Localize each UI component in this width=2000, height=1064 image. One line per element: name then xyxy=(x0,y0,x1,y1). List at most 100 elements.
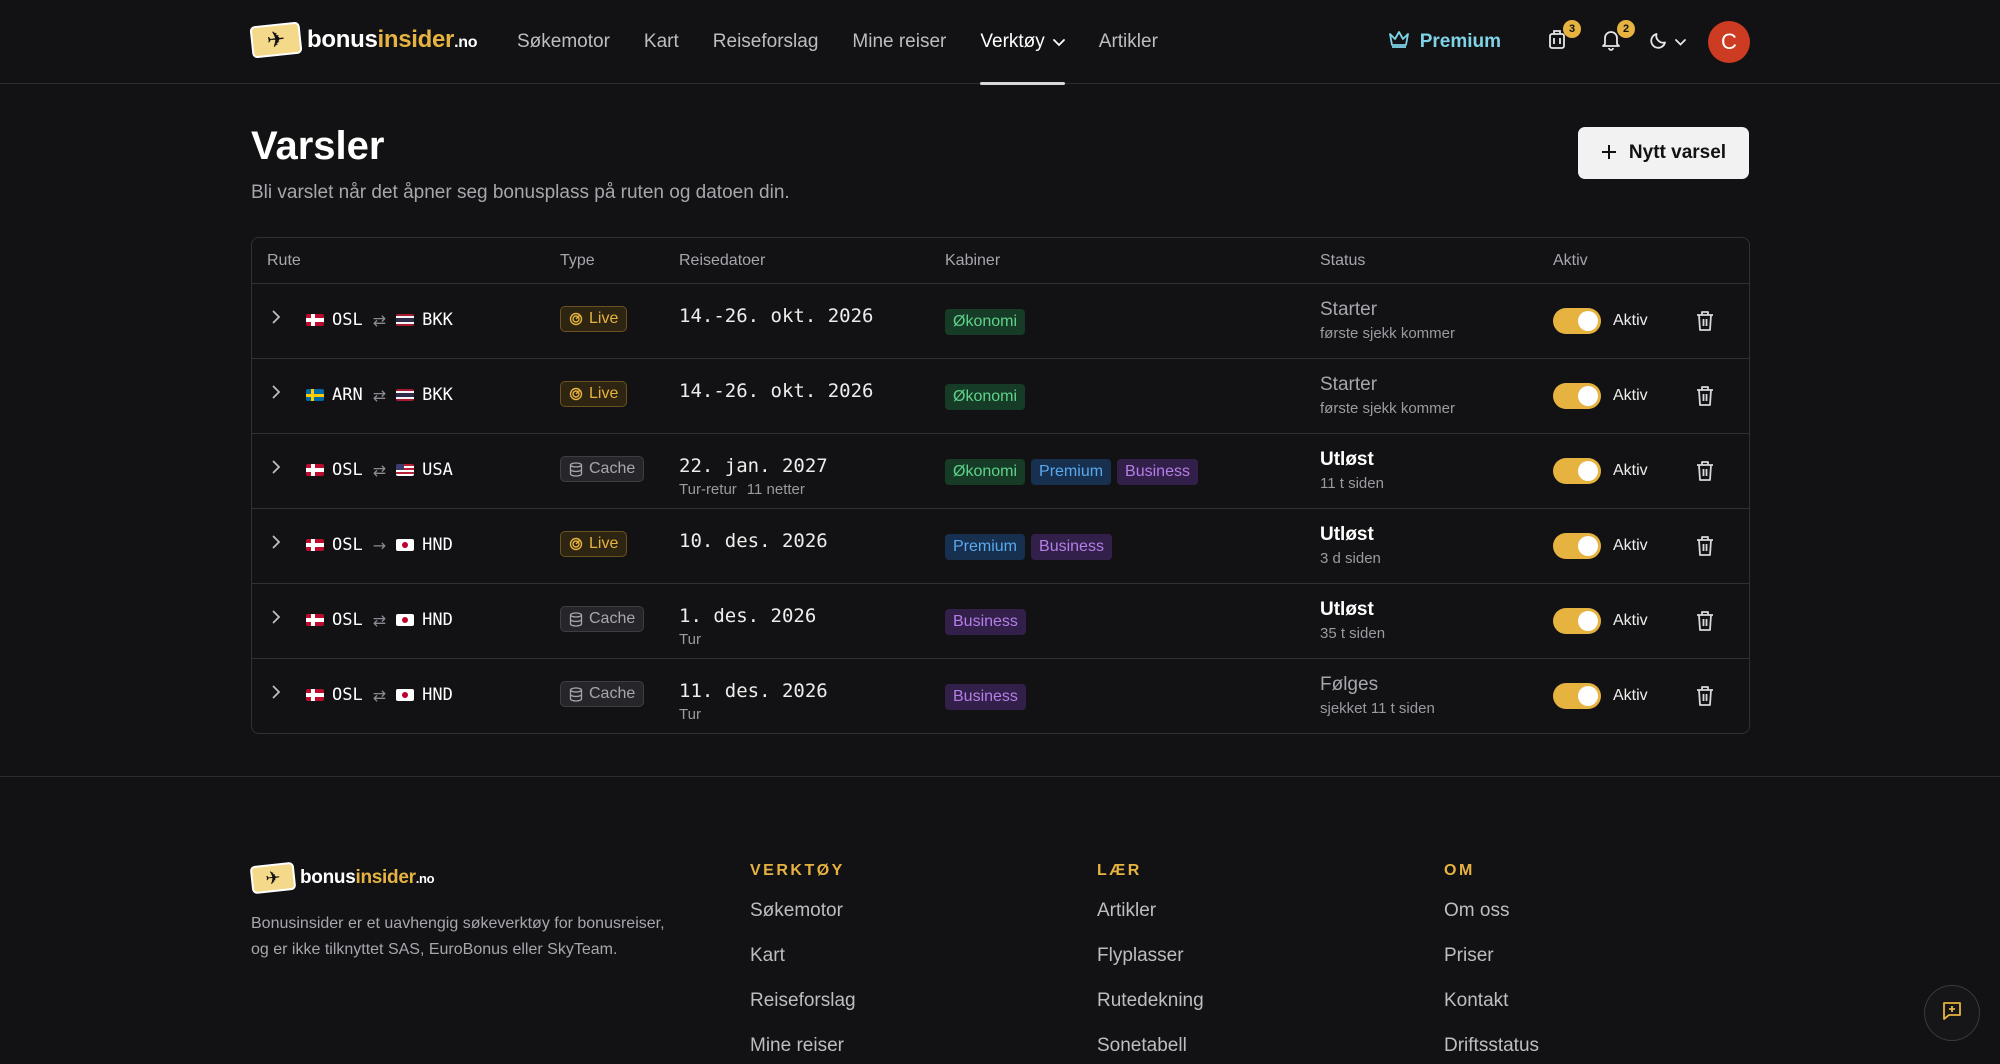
footer-link-om-oss[interactable]: Om oss xyxy=(1444,900,1510,921)
trips-button[interactable]: 3 xyxy=(1541,20,1581,58)
footer-link-flyplasser[interactable]: Flyplasser xyxy=(1097,945,1184,966)
status-label: Utløst xyxy=(1320,524,1374,545)
status-label: Starter xyxy=(1320,299,1378,320)
active-toggle[interactable] xyxy=(1553,458,1601,484)
footer-column-title: OM xyxy=(1444,862,1475,879)
moon-icon xyxy=(1649,30,1669,55)
table-row[interactable]: OSL → HND Live 10. des. 2026 Premium Busi… xyxy=(252,509,1749,584)
main-nav: Søkemotor Kart Reiseforslag Mine reiser … xyxy=(517,0,1192,85)
footer-logo[interactable]: ✈ bonusinsider.no xyxy=(249,861,435,895)
nav-item-reiseforslag[interactable]: Reiseforslag xyxy=(712,31,819,52)
trash-icon[interactable] xyxy=(1695,535,1717,557)
destination-code: USA xyxy=(422,460,453,480)
cabins-cell: Økonomi Premium Business xyxy=(945,459,1198,485)
footer-column-om: OM Om oss Priser Kontakt Driftsstatus xyxy=(1444,862,1539,1064)
nav-item-verktoy[interactable]: Verktøy xyxy=(980,0,1066,85)
active-toggle[interactable] xyxy=(1553,533,1601,559)
active-toggle-label: Aktiv xyxy=(1613,537,1648,554)
chevron-right-icon[interactable] xyxy=(266,310,286,329)
trash-icon[interactable] xyxy=(1695,610,1717,632)
origin-flag-icon xyxy=(306,464,324,476)
route-direction-icon: ⇄ xyxy=(372,310,387,330)
radar-icon xyxy=(569,537,583,551)
travel-date: 11. des. 2026 xyxy=(679,680,828,702)
avatar[interactable]: C xyxy=(1708,21,1750,63)
cabin-tag-business: Business xyxy=(1031,534,1112,560)
footer-link-kart[interactable]: Kart xyxy=(750,945,785,966)
footer-link-mine-reiser[interactable]: Mine reiser xyxy=(750,1035,844,1056)
chevron-right-icon[interactable] xyxy=(266,385,286,404)
active-toggle-label: Aktiv xyxy=(1613,462,1648,479)
chevron-right-icon[interactable] xyxy=(266,685,286,704)
database-icon xyxy=(569,461,583,477)
active-toggle-group: Aktiv xyxy=(1553,533,1648,559)
nav-item-sokemotor[interactable]: Søkemotor xyxy=(517,31,610,52)
footer-link-priser[interactable]: Priser xyxy=(1444,945,1494,966)
status-detail: 35 t siden xyxy=(1320,625,1386,642)
logo[interactable]: ✈ bonusinsider.no xyxy=(249,21,478,59)
active-toggle[interactable] xyxy=(1553,308,1601,334)
table-row[interactable]: OSL ⇄ BKK Live 14.-26. okt. 2026 Økonomi… xyxy=(252,284,1749,359)
active-toggle-label: Aktiv xyxy=(1613,612,1648,629)
theme-toggle[interactable] xyxy=(1649,30,1686,55)
footer-link-artikler[interactable]: Artikler xyxy=(1097,900,1157,921)
cabins-cell: Økonomi xyxy=(945,309,1026,335)
type-badge: Cache xyxy=(560,606,645,632)
footer-link-rutedekning[interactable]: Rutedekning xyxy=(1097,990,1204,1011)
active-toggle[interactable] xyxy=(1553,608,1601,634)
premium-link[interactable]: Premium xyxy=(1388,30,1501,54)
origin-flag-icon xyxy=(306,539,324,551)
active-toggle-label: Aktiv xyxy=(1613,387,1648,404)
type-label: Cache xyxy=(589,685,636,702)
footer-link-reiseforslag[interactable]: Reiseforslag xyxy=(750,990,856,1011)
active-toggle[interactable] xyxy=(1553,383,1601,409)
feedback-chat-button[interactable] xyxy=(1924,985,1980,1041)
trash-icon[interactable] xyxy=(1695,385,1717,407)
table-row[interactable]: OSL ⇄ HND Cache 1. des. 2026 Tur Busines… xyxy=(252,584,1749,659)
footer-link-sonetabell[interactable]: Sonetabell xyxy=(1097,1035,1187,1056)
chevron-right-icon[interactable] xyxy=(266,610,286,629)
trash-icon[interactable] xyxy=(1695,460,1717,482)
dates-cell: 14.-26. okt. 2026 xyxy=(679,380,873,402)
new-alert-button[interactable]: Nytt varsel xyxy=(1578,127,1749,179)
route-direction-icon: ⇄ xyxy=(372,685,387,705)
status-detail: 3 d siden xyxy=(1320,550,1381,567)
luggage-icon xyxy=(1548,29,1566,56)
footer-column-title: VERKTØY xyxy=(750,862,845,879)
alerts-table: Rute Type Reisedatoer Kabiner Status Akt… xyxy=(251,237,1750,734)
status-cell: Følges sjekket 11 t siden xyxy=(1320,674,1435,717)
dates-cell: 22. jan. 2027 Tur-retur 11 netter xyxy=(679,455,828,498)
chevron-right-icon[interactable] xyxy=(266,460,286,479)
route-direction-icon: → xyxy=(372,535,387,555)
chevron-right-icon[interactable] xyxy=(266,535,286,554)
cabin-tag-economy: Økonomi xyxy=(945,384,1026,410)
notifications-button[interactable]: 2 xyxy=(1595,20,1635,58)
destination-flag-icon xyxy=(396,389,415,401)
active-toggle-label: Aktiv xyxy=(1613,687,1648,704)
logo-wordmark: bonusinsider.no xyxy=(307,26,478,53)
trash-icon[interactable] xyxy=(1695,310,1717,332)
bell-icon xyxy=(1601,29,1621,56)
table-row[interactable]: OSL ⇄ HND Cache 11. des. 2026 Tur Busine… xyxy=(252,659,1749,733)
table-row[interactable]: ARN ⇄ BKK Live 14.-26. okt. 2026 Økonomi… xyxy=(252,359,1749,434)
nav-item-mine-reiser[interactable]: Mine reiser xyxy=(852,31,947,52)
type-label: Cache xyxy=(589,610,636,627)
trash-icon[interactable] xyxy=(1695,685,1717,707)
nav-item-kart[interactable]: Kart xyxy=(643,31,679,52)
status-detail: første sjekk kommer xyxy=(1320,325,1456,342)
route-cell: OSL → HND xyxy=(306,535,453,555)
nav-item-artikler[interactable]: Artikler xyxy=(1098,31,1158,52)
footer-link-driftsstatus[interactable]: Driftsstatus xyxy=(1444,1035,1540,1056)
active-toggle-label: Aktiv xyxy=(1613,312,1648,329)
destination-code: HND xyxy=(422,535,453,555)
table-row[interactable]: OSL ⇄ USA Cache 22. jan. 2027 Tur-retur 1… xyxy=(252,434,1749,509)
footer-logo-wordmark: bonusinsider.no xyxy=(300,867,435,888)
footer-link-kontakt[interactable]: Kontakt xyxy=(1444,990,1509,1011)
dates-cell: 14.-26. okt. 2026 xyxy=(679,305,873,327)
active-toggle[interactable] xyxy=(1553,683,1601,709)
column-header-status: Status xyxy=(1320,252,1366,269)
footer-link-sokemotor[interactable]: Søkemotor xyxy=(750,900,843,921)
footer-column-laer: LÆR Artikler Flyplasser Rutedekning Sone… xyxy=(1097,862,1204,1064)
route-cell: OSL ⇄ HND xyxy=(306,610,453,630)
header-actions: Premium 3 2 C xyxy=(1388,20,1750,64)
